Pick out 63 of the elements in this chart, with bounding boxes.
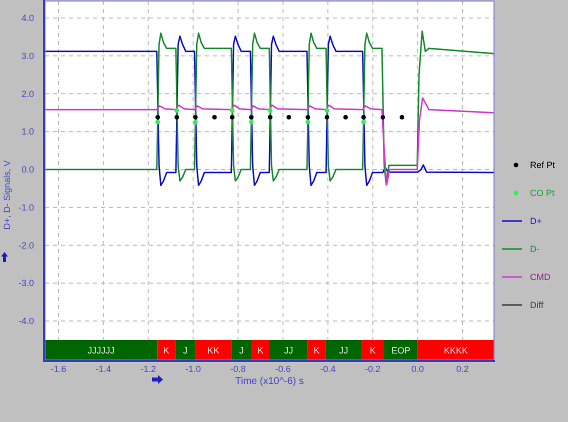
x-tick-label: -1.4	[96, 364, 112, 374]
y-tick-label: 1.0	[21, 126, 34, 137]
point	[193, 120, 198, 124]
point	[249, 120, 254, 124]
legend-label: D+	[530, 216, 542, 226]
point	[230, 114, 235, 120]
point	[174, 108, 180, 113]
band-label: J	[183, 346, 188, 356]
x-axis-title: Time (x10^-6) s	[235, 376, 304, 387]
band-label: JJ	[284, 346, 294, 356]
y-tick-label: 0.0	[21, 164, 34, 175]
point	[193, 114, 198, 120]
y-tick-label: -3.0	[18, 278, 34, 288]
point	[268, 114, 272, 120]
band-label: JJJJJJ	[88, 346, 115, 356]
legend-label: Ref Pt	[530, 160, 556, 170]
x-tick-label: -0.4	[320, 364, 336, 374]
band-label: J	[239, 346, 244, 356]
band-label: KK	[207, 346, 220, 356]
legend-label: Diff	[530, 300, 544, 310]
band-label: K	[163, 346, 170, 356]
point	[324, 114, 330, 120]
y-axis-title: D+, D- Signals, V	[2, 160, 12, 230]
y-tick-label: -2.0	[18, 240, 34, 250]
legend-label: CO Pt	[530, 188, 556, 198]
y-tick-label: -4.0	[18, 316, 34, 326]
y-tick-label: 4.0	[21, 13, 34, 24]
x-tick-label: -1.2	[140, 364, 156, 374]
x-tick-label: -0.8	[230, 364, 246, 374]
x-tick-label: -0.6	[275, 364, 291, 374]
y-tick-label: -1.0	[18, 202, 34, 212]
point	[212, 114, 217, 120]
point	[174, 114, 180, 120]
y-tick-label: 2.0	[21, 88, 34, 99]
line-series	[45, 97, 494, 186]
point	[249, 114, 254, 120]
point	[324, 108, 330, 113]
band-label: K	[370, 346, 376, 356]
point	[155, 120, 160, 124]
point	[361, 114, 366, 120]
x-tick-label: 0.0	[411, 364, 424, 374]
band-label: JJ	[339, 346, 348, 356]
legend-label: D-	[530, 244, 540, 254]
x-tick-label: -1.6	[50, 364, 66, 374]
band-label: KKKK	[444, 346, 468, 356]
legend-label: CMD	[530, 272, 551, 282]
x-tick-label: 0.2	[456, 364, 469, 374]
x-tick-label: -0.2	[365, 364, 381, 374]
point	[306, 114, 310, 120]
point	[361, 120, 366, 124]
point	[268, 108, 272, 113]
point	[400, 114, 404, 120]
band-label: K	[314, 346, 320, 356]
band-label: K	[258, 346, 264, 356]
band-label: EOP	[391, 346, 410, 356]
point	[343, 114, 348, 120]
point	[230, 108, 235, 113]
x-tick-label: -1.0	[185, 364, 201, 374]
point	[306, 120, 310, 124]
point	[155, 114, 160, 120]
y-tick-label: 3.0	[21, 50, 34, 61]
point	[286, 114, 292, 120]
point	[380, 114, 386, 120]
